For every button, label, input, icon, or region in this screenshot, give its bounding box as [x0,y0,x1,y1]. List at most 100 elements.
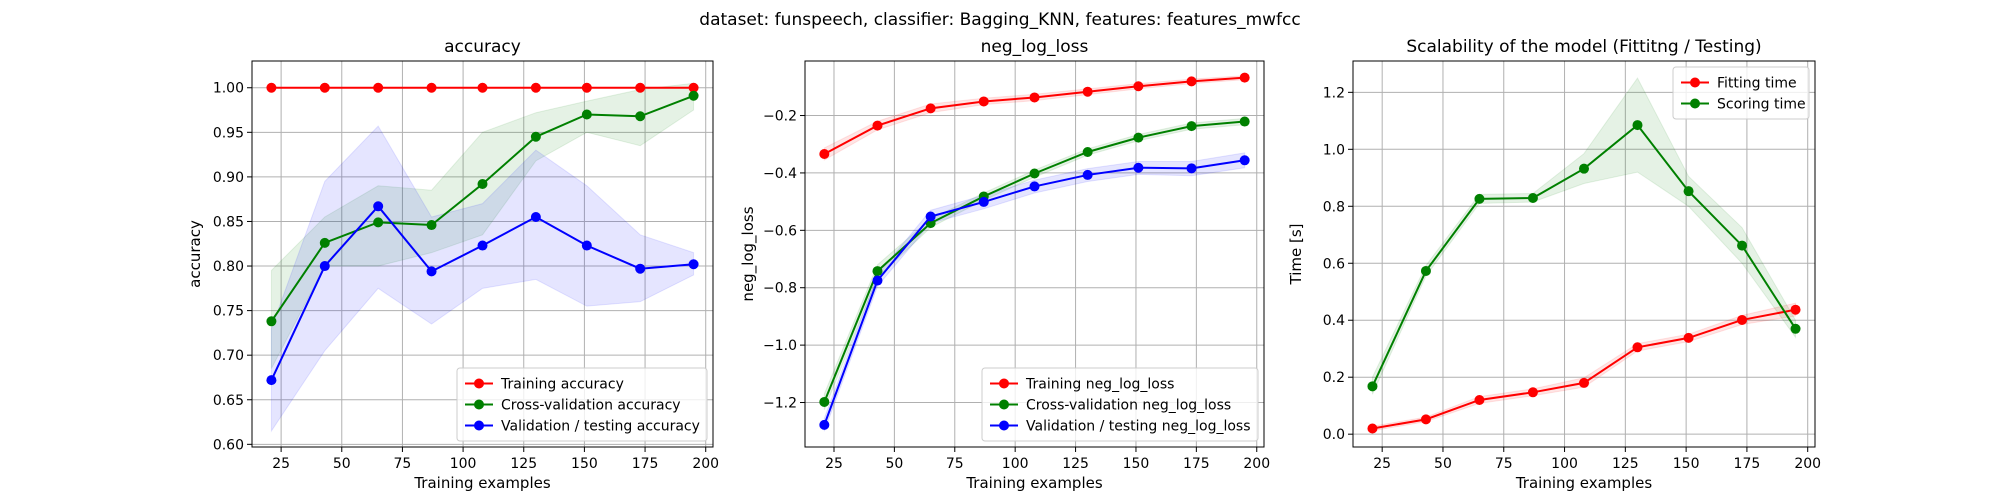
data-point [1474,394,1485,405]
data-point [373,82,384,93]
x-tick-label: 125 [510,456,537,472]
legend-label: Validation / testing accuracy [501,419,700,435]
y-tick-label: 0.70 [213,348,244,364]
panel-2: 25 50 75 100 125 150 175 200 −1.2 −1.0 −0.8 −0.6 −0.… [739,37,1270,492]
data-point [1683,186,1694,197]
y-tick-label: 1.00 [213,81,244,97]
x-tick-label: 100 [1002,456,1029,472]
x-tick-label: 50 [885,456,903,472]
data-point [1683,332,1694,343]
data-point [1239,72,1250,83]
data-point [635,111,646,122]
axes-frame [804,60,1265,448]
data-point [266,375,277,386]
data-point [477,82,488,93]
x-tick-label: 25 [1373,456,1391,472]
data-point [1367,381,1378,392]
data-point [1790,323,1801,334]
data-point [1632,120,1643,131]
x-tick-label: 100 [1551,456,1578,472]
data-point [1133,81,1144,92]
data-point [426,220,437,231]
data-point [872,266,883,277]
panel-3: 25 50 75 100 125 150 175 200 0.0 0.2 0.4 0.6 0.8 1.0 1… [1287,37,1821,492]
legend-label: Validation / testing neg_log_loss [1026,419,1251,435]
data-point [688,82,699,93]
x-tick-label: 150 [1123,456,1150,472]
panel-title: neg_log_loss [981,37,1089,57]
data-point [1186,163,1197,174]
data-point [688,90,699,101]
data-point [426,82,437,93]
legend-label: Cross-validation neg_log_loss [1026,398,1231,414]
y-tick-label: 0.75 [213,304,244,320]
data-point [925,103,936,114]
y-tick-label: −1.0 [763,338,797,354]
y-axis-label: accuracy [186,220,204,288]
legend-label: Cross-validation accuracy [501,398,681,414]
legend-box [456,367,708,442]
data-point [581,82,592,93]
legend-label: Fitting time [1717,76,1797,92]
data-point [1186,76,1197,87]
data-point [1082,86,1093,97]
data-point [1029,181,1040,192]
y-tick-label: 0.65 [213,393,244,409]
legend: Training neg_log_loss Cross-validation ne… [981,367,1259,442]
data-point [373,201,384,212]
plot-area [819,72,1250,432]
data-point [1367,423,1378,434]
y-tick-label: −0.2 [763,109,797,125]
legend-swatch-marker [1690,98,1700,109]
legend-box [981,367,1259,442]
data-point [426,266,437,277]
data-point [1133,162,1144,173]
y-tick-label: −1.2 [763,396,797,412]
data-point [1579,163,1589,174]
y-tick-label: −0.8 [763,281,797,297]
y-tick-label: 1.2 [1323,85,1345,101]
x-tick-label: 150 [1673,456,1700,472]
data-point [319,261,330,272]
legend-swatch-marker [1690,77,1700,88]
data-point [1082,146,1093,157]
series-band-1 [823,75,1246,161]
x-tick-label: 175 [1734,456,1761,472]
data-point [1133,132,1144,143]
data-point [819,419,830,430]
data-point [477,240,488,251]
x-tick-label: 125 [1612,456,1639,472]
y-tick-label: 0.90 [213,170,244,186]
axes-frame [251,60,714,448]
data-point [819,148,830,159]
x-axis-label: Training examples [413,474,551,492]
data-point [1239,116,1250,127]
data-point [1474,193,1485,204]
x-tick-label: 75 [394,456,412,472]
legend-swatch-marker [474,399,484,410]
data-point [477,179,488,190]
data-point [530,131,541,142]
y-axis-label: Time [s] [1287,224,1305,286]
data-point [1737,314,1748,325]
legend-swatch-marker [999,378,1009,389]
data-point [635,263,646,274]
y-tick-label: 0.85 [213,214,244,230]
legend-swatch-marker [999,399,1009,410]
y-tick-label: 0.95 [213,125,244,141]
data-point [1420,265,1431,276]
data-point [1239,155,1250,166]
y-tick-label: 0.60 [213,437,244,453]
x-tick-label: 200 [1794,456,1821,472]
data-point [1737,240,1748,251]
data-point [1527,193,1538,204]
plot-area [1367,77,1801,434]
data-point [1527,387,1538,398]
y-axis-label: neg_log_loss [739,206,758,301]
y-tick-label: −0.6 [763,223,797,239]
data-point [688,259,699,270]
series-band-2 [270,82,695,369]
y-tick-label: 0.2 [1323,370,1345,386]
